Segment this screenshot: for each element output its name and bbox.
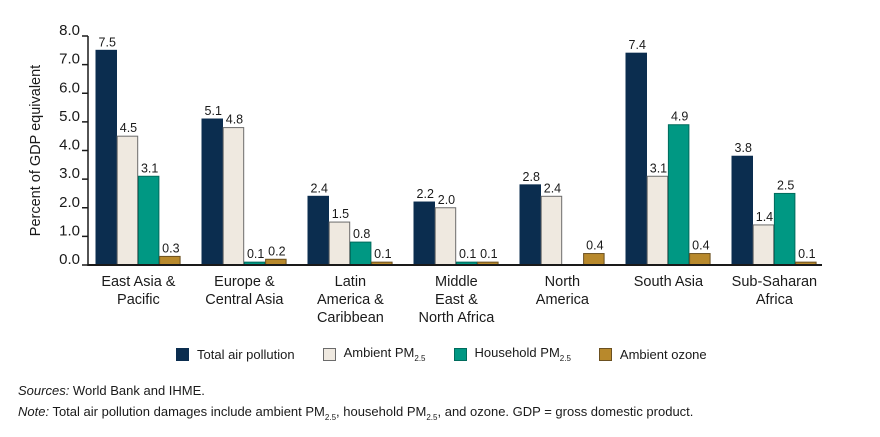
note-text: , and ozone. GDP = gross domestic produc… <box>437 404 694 419</box>
bar <box>773 192 796 266</box>
bar <box>95 49 117 266</box>
bar <box>731 155 753 266</box>
legend-swatch <box>598 347 612 361</box>
data-label: 3.1 <box>141 161 158 175</box>
data-label: 1.5 <box>332 207 349 221</box>
x-tick-label: Middle <box>435 274 478 290</box>
note-subscript: 2.5 <box>324 413 337 422</box>
bar <box>583 253 605 266</box>
data-label: 2.5 <box>777 178 794 192</box>
bar <box>349 241 372 266</box>
y-tick-label: 3.0 <box>59 165 80 182</box>
x-tick-label: South Asia <box>634 274 704 290</box>
legend-swatch <box>176 347 189 361</box>
note-text: , household PM <box>336 404 427 419</box>
y-tick-label: 2.0 <box>59 194 80 211</box>
sources-line: Sources: World Bank and IHME. <box>18 380 693 401</box>
y-tick-label: 6.0 <box>59 79 80 96</box>
x-tick-label: East & <box>435 292 478 308</box>
data-label: 2.2 <box>417 187 434 201</box>
legend: Total air pollution Ambient PM2.5 Househol… <box>176 345 735 363</box>
legend-label: Ambient PM2.5 <box>343 345 426 363</box>
y-tick-label: 7.0 <box>59 51 80 68</box>
x-tick-label: Central Asia <box>205 292 284 308</box>
data-label: 3.1 <box>650 161 667 175</box>
chart-notes: Sources: World Bank and IHME. Note: Tota… <box>18 380 693 428</box>
x-tick-label: Africa <box>756 292 794 308</box>
bar <box>116 135 139 266</box>
y-tick-label: 5.0 <box>59 108 80 125</box>
data-label: 2.0 <box>438 193 455 207</box>
data-label: 4.5 <box>120 121 137 135</box>
data-label: 0.1 <box>247 247 264 261</box>
data-label: 1.4 <box>756 210 773 224</box>
data-label: 0.1 <box>480 247 497 261</box>
x-tick-label: Pacific <box>117 292 160 308</box>
data-label: 0.1 <box>459 247 476 261</box>
bar <box>689 253 711 266</box>
data-label: 2.8 <box>523 170 540 184</box>
bar <box>646 175 669 266</box>
x-tick-label: Europe & <box>214 274 275 290</box>
note-subscript: 2.5 <box>426 413 438 422</box>
data-label: 0.1 <box>374 247 391 261</box>
data-label: 0.1 <box>798 247 815 261</box>
legend-label: Household PM2.5 <box>474 345 571 363</box>
data-label: 4.9 <box>671 110 688 124</box>
bar <box>201 118 223 266</box>
x-tick-label: Latin <box>335 274 366 290</box>
bar <box>137 175 160 266</box>
bar <box>307 195 329 266</box>
data-label: 2.4 <box>311 181 328 195</box>
bar <box>667 124 690 266</box>
legend-swatch <box>453 347 467 361</box>
sources-text: World Bank and IHME. <box>69 383 205 398</box>
data-label: 0.4 <box>692 239 709 253</box>
bar-chart: 0.0 1.0 2.0 3.0 4.0 5.0 6.0 7.0 8.0 Percent of GD… <box>28 22 822 326</box>
x-tick-label: Sub-Saharan <box>732 274 817 290</box>
x-tick-label: America & <box>317 292 384 308</box>
bar <box>328 221 351 266</box>
note-label: Note: <box>18 404 50 419</box>
legend-label: Ambient ozone <box>619 346 707 362</box>
x-tick-label: North <box>545 274 580 290</box>
data-label: 4.8 <box>226 113 243 127</box>
data-label: 3.8 <box>735 141 752 155</box>
data-label: 7.5 <box>99 35 116 49</box>
x-tick-label: Caribbean <box>317 310 384 326</box>
note-line: Note: Total air pollution damages includ… <box>18 401 693 428</box>
data-label: 0.4 <box>586 239 603 253</box>
note-text: Total air pollution damages include ambi… <box>49 404 325 419</box>
legend-item: Ambient PM2.5 <box>322 345 426 363</box>
x-tick-label: America <box>536 292 590 308</box>
legend-item: Household PM2.5 <box>453 345 571 363</box>
bar <box>434 207 457 266</box>
bar <box>222 127 245 266</box>
y-tick-label: 0.0 <box>59 251 80 268</box>
legend-item: Total air pollution <box>176 347 295 362</box>
x-tick-label: East Asia & <box>101 274 175 290</box>
data-label: 0.3 <box>162 241 179 255</box>
bar <box>625 52 647 266</box>
y-tick-label: 4.0 <box>59 137 80 154</box>
x-tick-label: North Africa <box>419 310 496 326</box>
legend-swatch <box>322 347 336 361</box>
bar <box>752 224 775 266</box>
bar <box>519 184 541 266</box>
y-tick-label: 1.0 <box>59 222 80 239</box>
bar <box>413 201 435 266</box>
data-label: 0.8 <box>353 227 370 241</box>
bar <box>540 195 563 266</box>
y-axis-label: Percent of GDP equivalent <box>28 65 44 236</box>
legend-label: Total air pollution <box>197 346 295 362</box>
sources-label: Sources: <box>18 383 70 398</box>
data-label: 2.4 <box>544 181 561 195</box>
legend-item: Ambient ozone <box>598 346 707 362</box>
data-label: 7.4 <box>629 38 646 52</box>
y-tick-label: 8.0 <box>59 22 80 39</box>
bar <box>159 255 181 266</box>
data-label: 0.2 <box>268 244 285 258</box>
data-label: 5.1 <box>205 104 222 118</box>
